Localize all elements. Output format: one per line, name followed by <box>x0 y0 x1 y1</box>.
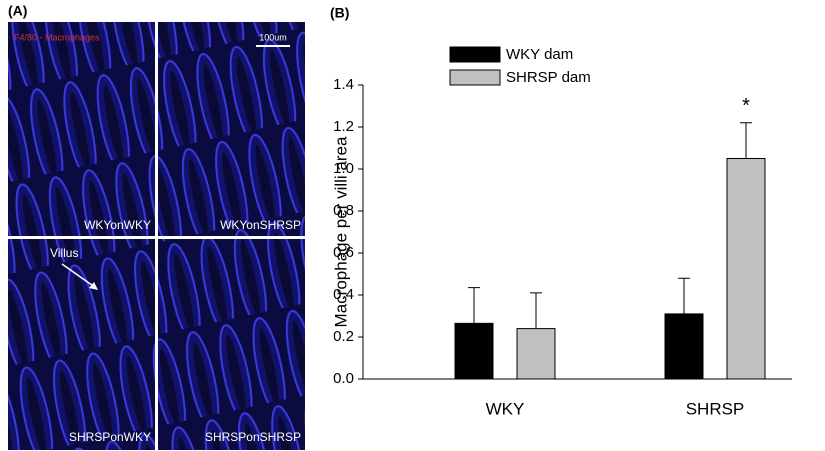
image-label: WKYonSHRSP <box>220 218 301 232</box>
x-tick-label: WKY <box>486 399 525 418</box>
error-bar <box>678 277 690 314</box>
significance-mark: * <box>742 95 750 117</box>
annotation: Villus <box>50 246 78 260</box>
image-label: WKYonWKY <box>84 218 151 232</box>
y-tick-label: 1.0 <box>333 160 354 177</box>
legend-swatch <box>449 69 501 86</box>
y-tick-label: 1.2 <box>333 118 354 135</box>
micrograph <box>8 239 155 450</box>
bar <box>726 158 766 380</box>
bar <box>516 328 556 380</box>
micrograph <box>158 22 305 236</box>
legend-label: WKY dam <box>506 46 573 63</box>
y-tick-label: 0.6 <box>333 244 354 261</box>
error-bar <box>468 287 480 324</box>
image-label: SHRSPonWKY <box>69 430 151 444</box>
micrographs: F4/80 - Macrophages 100um WKYonWKY WKYon… <box>8 22 305 450</box>
panel-label: (B) <box>330 5 349 21</box>
bar <box>454 322 494 380</box>
y-tick-label: 0.4 <box>333 286 354 303</box>
bar <box>664 313 704 380</box>
annotation-arrow <box>61 263 97 289</box>
error-bar <box>740 122 752 159</box>
micrograph <box>158 239 305 450</box>
scale-label: 100um <box>259 32 287 42</box>
error-bar <box>530 292 542 329</box>
y-tick-label: 0.2 <box>333 328 354 345</box>
x-tick-label: SHRSP <box>686 399 745 418</box>
y-axis-title: Macrophage per villi area <box>331 136 350 327</box>
y-tick-label: 0.0 <box>333 370 354 387</box>
image-label: SHRSPonSHRSP <box>205 430 301 444</box>
micrograph <box>8 22 155 236</box>
stain-label: F4/80 - Macrophages <box>14 32 100 42</box>
legend-label: SHRSP dam <box>506 69 591 86</box>
legend-swatch <box>449 46 501 63</box>
y-tick-label: 1.4 <box>333 76 354 93</box>
y-tick-label: 0.8 <box>333 202 354 219</box>
panel-label: (A) <box>8 3 27 19</box>
arrow-head <box>89 282 98 290</box>
